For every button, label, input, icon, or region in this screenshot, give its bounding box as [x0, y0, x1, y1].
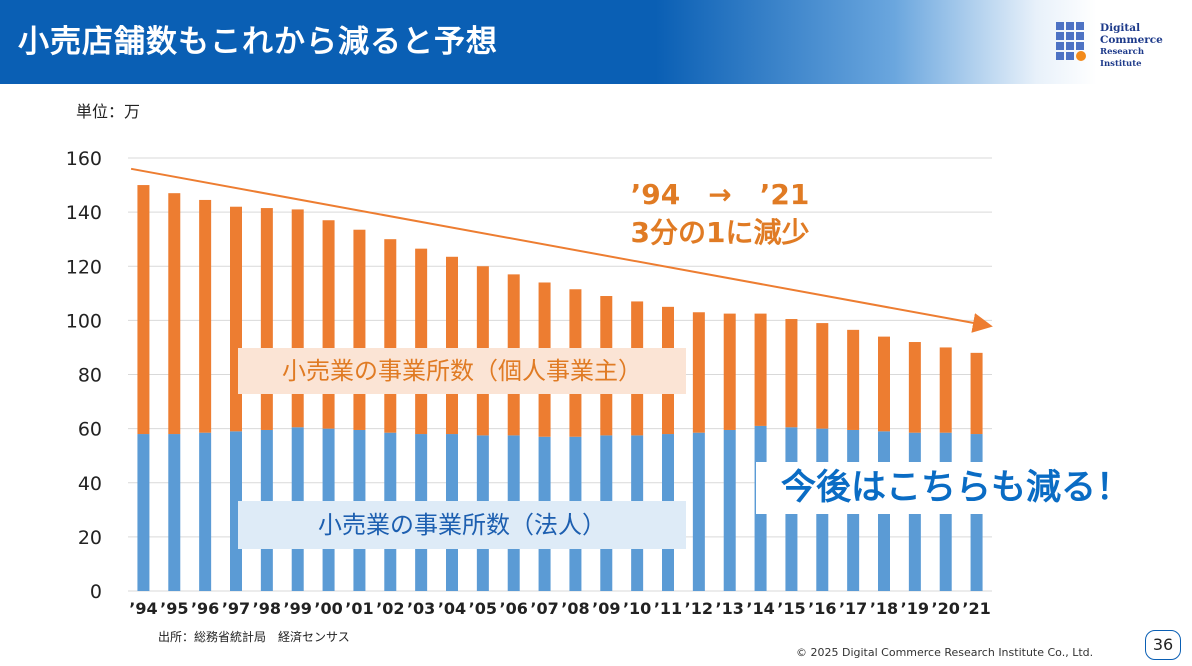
company-logo: Digital Commerce Research Institute — [1056, 22, 1186, 69]
y-tick-label: 120 — [66, 256, 102, 278]
x-tick-label: ’95 — [160, 599, 188, 618]
bar-private — [754, 313, 767, 426]
x-tick-label: ’21 — [962, 599, 990, 618]
x-tick-label: ’14 — [746, 599, 774, 618]
x-tick-label: ’19 — [901, 599, 929, 618]
x-tick-label: ’09 — [592, 599, 620, 618]
x-tick-label: ’05 — [469, 599, 497, 618]
y-tick-label: 140 — [66, 202, 102, 224]
bar-corporate — [230, 431, 242, 591]
trend-arrow — [130, 167, 993, 333]
x-tick-label: ’13 — [716, 599, 744, 618]
x-tick-label: ’15 — [777, 599, 805, 618]
decrease-annotation: 今後はこちらも減る！ — [756, 462, 1156, 514]
source-note: 出所：総務省統計局 経済センサス — [158, 630, 350, 644]
bar-corporate — [168, 434, 181, 591]
x-tick-label: ’17 — [839, 599, 867, 618]
bar-private — [291, 209, 304, 428]
x-tick-label: ’96 — [191, 599, 219, 618]
bar-private — [168, 193, 181, 435]
bar-private — [692, 312, 705, 433]
bar-private — [415, 248, 428, 435]
bar-private — [199, 199, 212, 433]
x-tick-label: ’04 — [438, 599, 466, 618]
x-tick-label: ’16 — [808, 599, 836, 618]
bar-private — [384, 239, 397, 433]
y-tick-label: 40 — [78, 473, 102, 495]
bar-private — [847, 329, 860, 430]
bar-private — [785, 319, 798, 428]
bar-private — [939, 347, 952, 433]
x-tick-label: ’98 — [253, 599, 281, 618]
y-tick-label: 20 — [78, 527, 102, 549]
ratio-annotation: ’94 → ’21 3分の1に減少 — [600, 176, 840, 252]
x-tick-label: ’00 — [314, 599, 342, 618]
x-tick-label: ’01 — [345, 599, 373, 618]
bar-private — [353, 229, 366, 430]
x-tick-label: ’03 — [407, 599, 435, 618]
header-bar: 小売店舗数もこれから減ると予想 Digital Commerce Researc… — [0, 0, 1192, 84]
series-label-corporate: 小売業の事業所数（法人） — [238, 501, 686, 549]
x-tick-label: ’11 — [654, 599, 682, 618]
y-tick-label: 0 — [90, 581, 102, 603]
x-tick-label: ’99 — [284, 599, 312, 618]
x-tick-label: ’06 — [500, 599, 528, 618]
copyright-note: © 2025 Digital Commerce Research Institu… — [796, 646, 1094, 659]
x-tick-label: ’97 — [222, 599, 250, 618]
bar-corporate — [199, 432, 212, 591]
series-label-private: 小売業の事業所数（個人事業主） — [238, 348, 686, 394]
x-tick-label: ’07 — [530, 599, 558, 618]
y-tick-label: 100 — [66, 310, 102, 332]
bar-private — [878, 336, 890, 432]
page-title: 小売店舗数もこれから減ると予想 — [18, 24, 498, 60]
y-tick-label: 60 — [78, 419, 102, 441]
x-tick-label: ’10 — [623, 599, 651, 618]
bar-corporate — [723, 429, 736, 591]
logo-text: Digital Commerce Research Institute — [1100, 22, 1163, 69]
ratio-annotation-line2: 3分の1に減少 — [630, 216, 810, 249]
y-tick-label: 160 — [66, 148, 102, 170]
ratio-annotation-line1: ’94 → ’21 — [630, 178, 810, 211]
x-tick-label: ’02 — [376, 599, 404, 618]
bar-private — [816, 323, 829, 429]
x-tick-label: ’94 — [129, 599, 157, 618]
bar-corporate — [692, 432, 705, 591]
x-tick-label: ’12 — [685, 599, 713, 618]
y-tick-label: 80 — [78, 365, 102, 387]
bar-private — [446, 256, 458, 435]
bar-private — [908, 342, 921, 433]
bar-private — [970, 352, 983, 435]
bar-corporate — [137, 434, 150, 591]
unit-label: 単位：万 — [76, 102, 141, 121]
bar-private — [230, 206, 242, 432]
page-number: 36 — [1145, 630, 1181, 660]
bar-private — [137, 185, 150, 435]
bar-private — [723, 313, 736, 430]
bar-private — [260, 208, 273, 430]
x-tick-label: ’08 — [561, 599, 589, 618]
x-tick-label: ’20 — [932, 599, 960, 618]
x-tick-label: ’18 — [870, 599, 898, 618]
bar-private — [322, 220, 335, 429]
logo-grid-icon — [1056, 22, 1094, 61]
